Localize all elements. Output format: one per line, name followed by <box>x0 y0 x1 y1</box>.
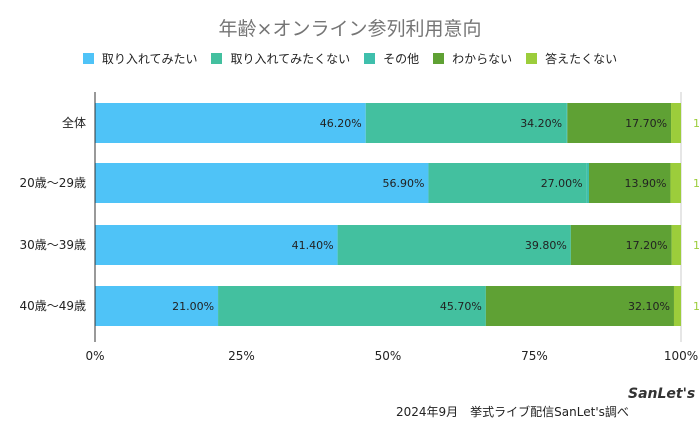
data-label: 17.20% <box>626 239 668 252</box>
legend-label: その他 <box>383 52 420 66</box>
y-category-label: 全体 <box>62 115 86 130</box>
bar-segment <box>570 225 672 265</box>
chart-title: 年齢×オンライン参列利用意向 <box>218 18 482 40</box>
legend-swatch <box>82 53 94 64</box>
data-label: 1.60% <box>693 239 700 252</box>
legend-item: わからない <box>433 50 512 67</box>
legend-label: わからない <box>452 52 513 66</box>
legend-swatch <box>364 53 376 64</box>
y-category-label: 30歳〜39歳 <box>19 238 86 252</box>
data-label: 39.80% <box>525 239 567 252</box>
bar-segment <box>673 286 681 326</box>
bar-segment <box>95 225 338 265</box>
data-label: 1.20% <box>693 300 700 313</box>
legend-label: 答えたくない <box>545 52 618 66</box>
data-label: 13.90% <box>624 177 666 190</box>
x-tick-label: 50% <box>375 349 402 363</box>
bar-segment <box>671 103 681 143</box>
data-label: 41.40% <box>292 239 334 252</box>
y-category-label: 20歳〜29歳 <box>19 176 86 190</box>
data-label: 17.70% <box>625 117 667 130</box>
x-tick-label: 75% <box>521 349 548 363</box>
data-label: 32.10% <box>628 300 670 313</box>
bar-segment <box>588 163 671 203</box>
bar-segment <box>671 225 681 265</box>
legend-swatch <box>526 53 538 64</box>
legend-item: その他 <box>364 50 419 67</box>
legend-item: 取り入れてみたくない <box>211 50 350 67</box>
y-category-label: 40歳〜49歳 <box>19 299 86 313</box>
data-label: 21.00% <box>172 300 214 313</box>
bar-segment <box>95 103 366 143</box>
data-label: 56.90% <box>382 177 424 190</box>
bar-segment <box>586 163 589 203</box>
legend-swatch <box>433 53 445 64</box>
bar-segment <box>365 103 567 143</box>
x-tick-label: 0% <box>85 349 104 363</box>
legend-label: 取り入れてみたくない <box>230 52 351 66</box>
bar-segment <box>485 286 674 326</box>
legend: 取り入れてみたい 取り入れてみたくない その他 わからない 答えたくない <box>0 50 700 67</box>
data-label: 1.70% <box>693 117 700 130</box>
legend-item: 答えたくない <box>526 50 617 67</box>
bar-segment <box>428 163 587 203</box>
source-note: 2024年9月 挙式ライブ配信SanLet's調べ <box>396 405 629 419</box>
bar-segment <box>670 163 681 203</box>
legend-swatch <box>211 53 223 64</box>
sanlets-logo: SanLet's <box>628 386 696 402</box>
x-tick-label: 100% <box>664 349 698 363</box>
data-label: 46.20% <box>320 117 362 130</box>
legend-label: 取り入れてみたい <box>101 52 198 66</box>
legend-item: 取り入れてみたい <box>82 50 198 67</box>
data-label: 27.00% <box>541 177 583 190</box>
data-label: 1.80% <box>693 177 700 190</box>
bar-segment <box>337 225 571 265</box>
data-label: 45.70% <box>440 300 482 313</box>
bar-segment <box>566 103 568 143</box>
bar-segment <box>95 286 219 326</box>
data-label: 34.20% <box>520 117 562 130</box>
x-tick-label: 25% <box>228 349 255 363</box>
bar-segment <box>218 286 486 326</box>
bar-segment <box>95 163 429 203</box>
bar-segment <box>567 103 672 143</box>
